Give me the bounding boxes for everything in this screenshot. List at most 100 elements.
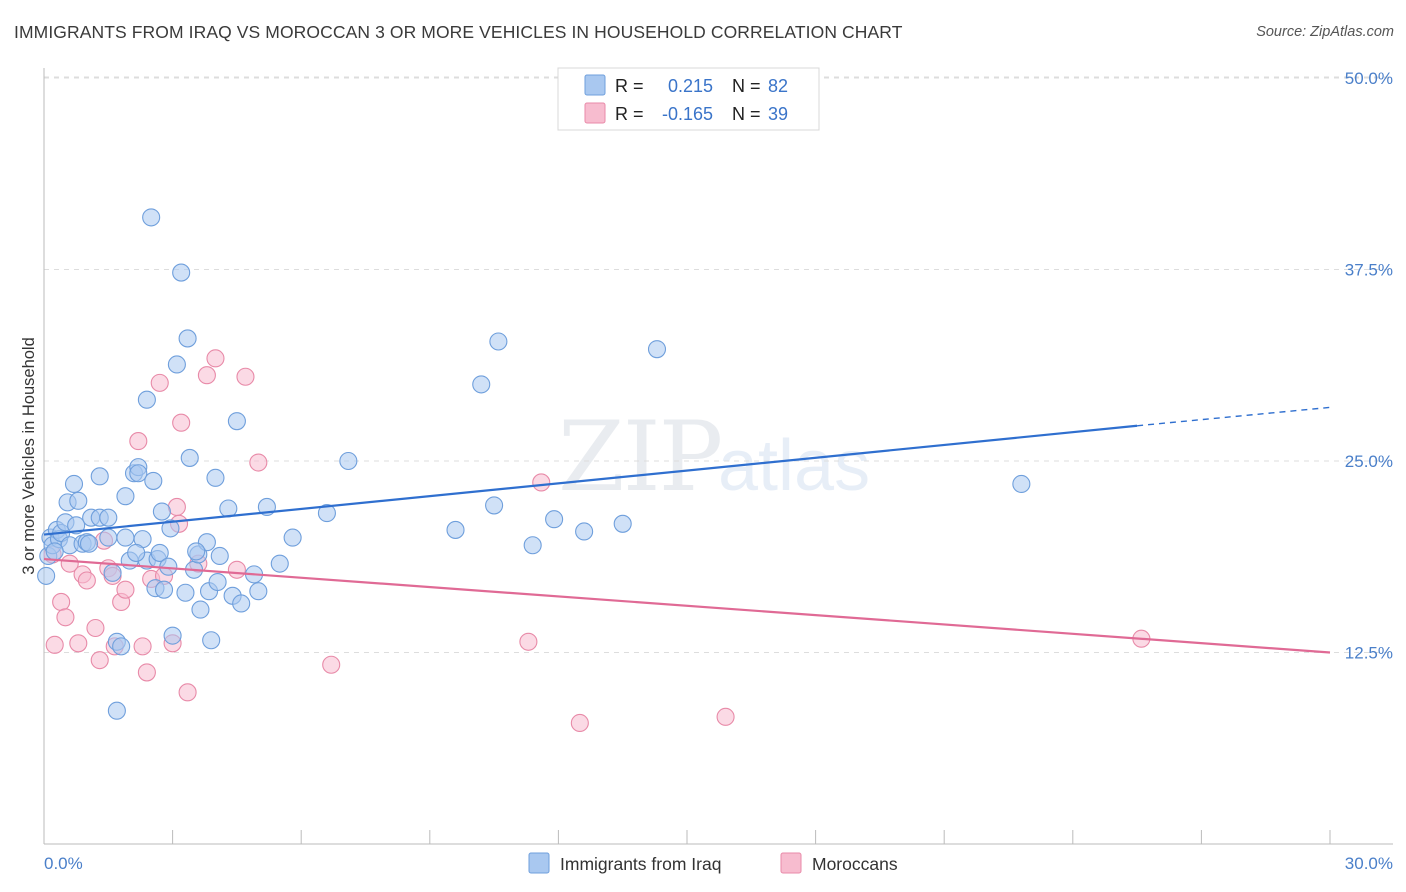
iraq-point bbox=[67, 516, 86, 535]
y-tick-label: 12.5% bbox=[1345, 644, 1393, 663]
iraq-point bbox=[647, 340, 667, 359]
moroccans-point bbox=[519, 632, 538, 651]
iraq-point bbox=[317, 504, 336, 523]
moroccans-point bbox=[172, 413, 191, 432]
iraq-point bbox=[99, 528, 118, 547]
iraq-point bbox=[180, 448, 199, 467]
moroccans-point bbox=[45, 635, 64, 654]
iraq-point bbox=[99, 508, 118, 527]
iraq-point bbox=[575, 522, 594, 541]
iraq-point bbox=[210, 546, 229, 566]
gridlines bbox=[44, 76, 1393, 653]
x-axis-ticks bbox=[43, 830, 1331, 844]
chart-title: IMMIGRANTS FROM IRAQ VS MOROCCAN 3 OR MO… bbox=[14, 22, 903, 42]
moroccans-point bbox=[178, 683, 197, 702]
iraq-point bbox=[107, 701, 126, 720]
iraq-point bbox=[112, 637, 131, 656]
iraq-point bbox=[283, 528, 302, 547]
legend-n-label-moroccans: N = bbox=[732, 104, 761, 124]
legend-swatch-moroccans bbox=[584, 102, 606, 124]
iraq-point bbox=[90, 467, 109, 486]
iraq-point bbox=[172, 263, 191, 282]
iraq-point bbox=[129, 464, 148, 483]
iraq-trend-extension bbox=[1137, 406, 1331, 427]
trend-lines bbox=[43, 406, 1331, 654]
moroccans-point bbox=[129, 432, 148, 451]
iraq-point bbox=[144, 471, 163, 490]
moroccans-point bbox=[236, 367, 255, 386]
series-legend: Immigrants from Iraq Moroccans bbox=[528, 852, 898, 874]
bottom-legend-label-moroccans: Moroccans bbox=[812, 854, 898, 874]
moroccans-point bbox=[227, 560, 246, 579]
moroccans-point bbox=[77, 571, 96, 590]
iraq-point bbox=[103, 563, 122, 582]
iraq-point bbox=[523, 536, 542, 555]
legend-r-label-iraq: R = bbox=[615, 76, 644, 96]
iraq-point bbox=[187, 542, 206, 561]
legend-r-label-moroccans: R = bbox=[615, 104, 644, 124]
source-label: Source: ZipAtlas.com bbox=[1256, 24, 1394, 40]
iraq-point bbox=[178, 329, 197, 348]
legend-n-value-moroccans: 39 bbox=[768, 104, 788, 124]
iraq-point bbox=[446, 520, 465, 539]
iraq-point bbox=[152, 502, 171, 521]
iraq-point bbox=[137, 390, 156, 409]
bottom-legend-swatch-iraq bbox=[528, 852, 550, 874]
iraq-point bbox=[249, 582, 268, 601]
moroccans-point bbox=[716, 707, 735, 726]
iraq-point bbox=[219, 499, 238, 518]
x-tick-label-min: 0.0% bbox=[44, 854, 83, 873]
legend-r-value-iraq: 0.215 bbox=[668, 76, 713, 96]
x-tick-label-max: 30.0% bbox=[1345, 854, 1393, 873]
y-axis-label: 3 or more Vehicles in Household bbox=[20, 337, 38, 575]
iraq-point bbox=[69, 491, 88, 510]
watermark: ZIP atlas bbox=[558, 401, 870, 513]
iraq-point bbox=[613, 514, 632, 533]
moroccans-point bbox=[137, 663, 156, 682]
moroccans-point bbox=[532, 473, 551, 492]
iraq-point bbox=[202, 631, 221, 650]
moroccans-point bbox=[90, 651, 109, 670]
y-tick-label: 37.5% bbox=[1345, 261, 1393, 280]
moroccans-point bbox=[116, 580, 135, 599]
iraq-trend-line bbox=[43, 424, 1138, 536]
iraq-point bbox=[270, 554, 289, 573]
iraq-point bbox=[154, 580, 174, 599]
legend-n-label-iraq: N = bbox=[732, 76, 761, 96]
iraq-point bbox=[163, 626, 182, 645]
moroccans-point bbox=[206, 349, 225, 368]
y-tick-label: 25.0% bbox=[1345, 452, 1393, 471]
iraq-point bbox=[45, 542, 64, 561]
iraq-point bbox=[79, 534, 99, 553]
moroccans-trend-line bbox=[43, 557, 1331, 654]
legend-n-value-iraq: 82 bbox=[768, 76, 788, 96]
iraq-point bbox=[127, 543, 146, 562]
moroccans-point bbox=[86, 618, 105, 638]
svg-text:ZIP: ZIP bbox=[558, 401, 721, 513]
iraq-point bbox=[150, 543, 169, 562]
stats-legend: R = 0.215 N = 82 R = -0.165 N = 39 bbox=[557, 67, 820, 131]
moroccans-point bbox=[322, 655, 341, 674]
moroccans-point bbox=[69, 634, 88, 653]
legend-r-value-moroccans: -0.165 bbox=[662, 104, 713, 124]
bottom-legend-label-iraq: Immigrants from Iraq bbox=[560, 854, 721, 874]
iraq-point bbox=[208, 572, 227, 592]
y-tick-label: 50.0% bbox=[1345, 69, 1393, 88]
iraq-point bbox=[161, 519, 180, 538]
bottom-legend-swatch-moroccans bbox=[780, 852, 802, 874]
moroccans-point bbox=[133, 637, 152, 656]
moroccans-point bbox=[56, 608, 75, 627]
iraq-point bbox=[485, 496, 504, 515]
iraq-point bbox=[116, 528, 135, 547]
moroccans-point bbox=[167, 497, 186, 517]
iraq-point bbox=[64, 474, 84, 494]
iraq-point bbox=[489, 332, 508, 351]
moroccans-point bbox=[150, 373, 169, 392]
iraq-point bbox=[339, 451, 358, 471]
moroccans-point bbox=[60, 554, 79, 573]
y-axis-tick-labels: 12.5% 25.0% 37.5% 50.0% bbox=[1345, 69, 1393, 663]
iraq-point bbox=[142, 208, 161, 227]
iraq-point bbox=[545, 510, 564, 529]
iraq-point bbox=[167, 355, 186, 374]
